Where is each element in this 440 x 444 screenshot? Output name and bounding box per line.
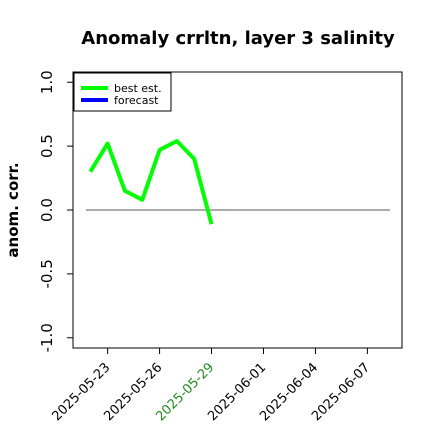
y-tick-label: -1.0: [38, 323, 56, 352]
y-axis-label: anom. corr.: [4, 162, 22, 257]
series-layer: [88, 139, 214, 225]
y-tick-label: 0.5: [38, 134, 56, 158]
y-axis: -1.0 -0.5 0.0 0.5 1.0: [38, 70, 73, 352]
legend-label: forecast: [114, 94, 159, 107]
y-tick-label: -0.5: [38, 259, 56, 288]
legend-box: [73, 72, 172, 112]
y-tick-label: 1.0: [38, 70, 56, 94]
legend-label: best est.: [114, 82, 162, 95]
legend: best est.forecast: [73, 72, 172, 112]
chart-title: Anomaly crrltn, layer 3 salinity: [81, 28, 395, 49]
x-axis: 2025-05-232025-05-262025-05-292025-06-01…: [49, 348, 373, 424]
y-tick-label: 0.0: [38, 198, 56, 222]
series-line: [88, 139, 214, 225]
